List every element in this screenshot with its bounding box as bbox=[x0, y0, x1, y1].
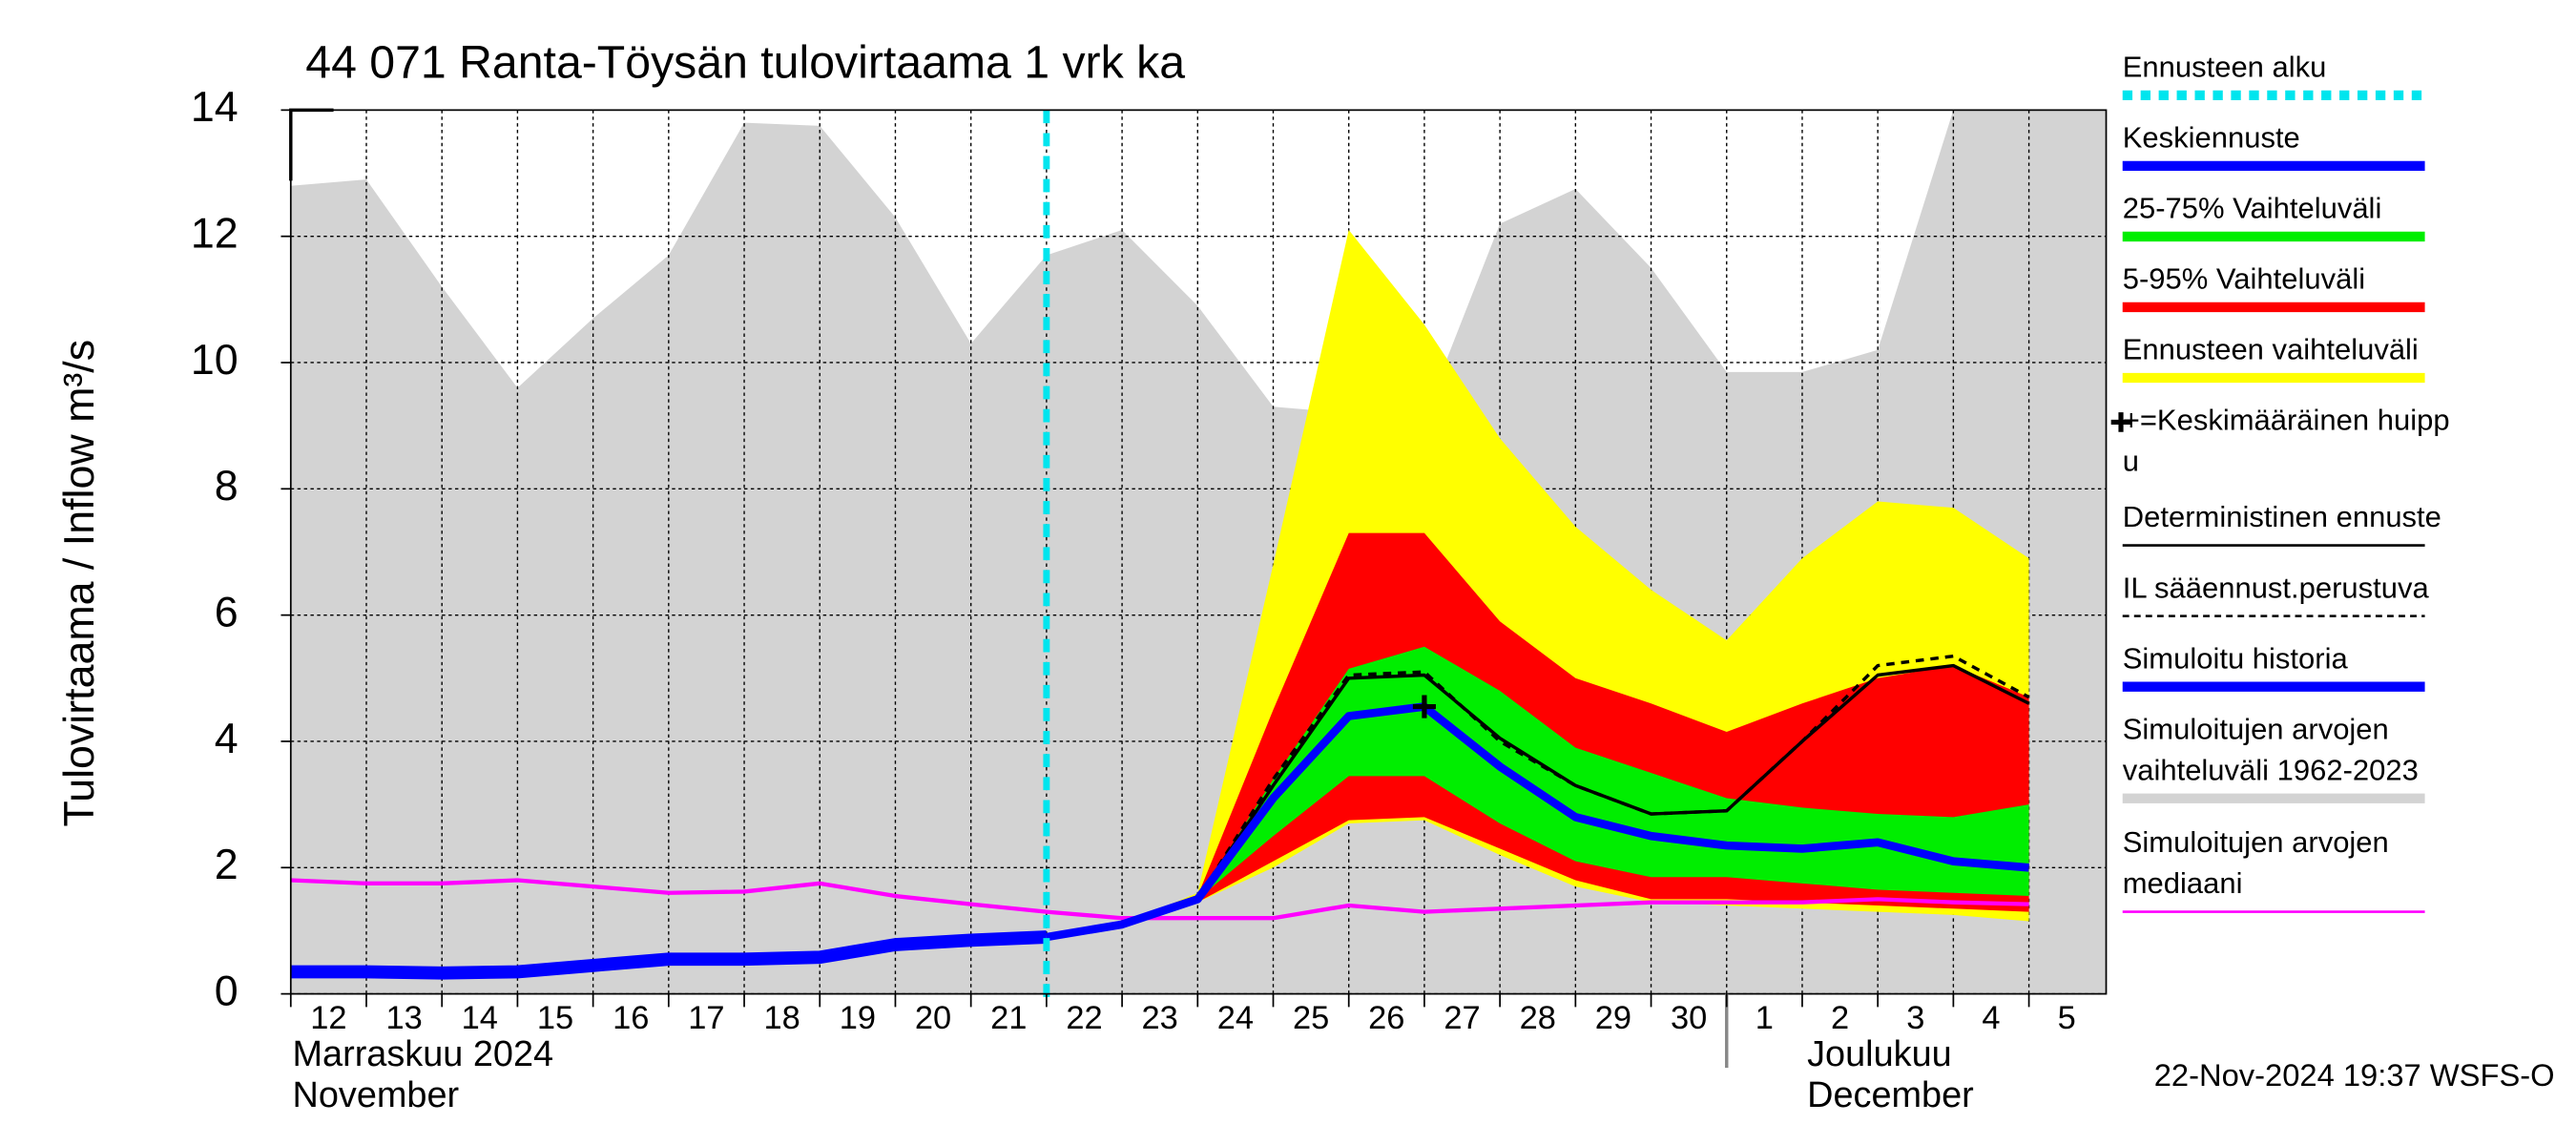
legend-label: Deterministinen ennuste bbox=[2123, 500, 2441, 533]
plot-area bbox=[290, 109, 2107, 995]
legend-label: +=Keskimääräinen huipp bbox=[2123, 404, 2450, 437]
month-label: December bbox=[1807, 1075, 1974, 1115]
legend-label: Keskiennuste bbox=[2123, 121, 2300, 155]
legend-label: vaihteluväli 1962-2023 bbox=[2123, 753, 2419, 786]
legend-label: u bbox=[2123, 445, 2139, 478]
y-tick-label: 8 bbox=[215, 462, 239, 510]
legend-label: Simuloitujen arvojen bbox=[2123, 825, 2389, 859]
x-tick-label: 18 bbox=[763, 1000, 800, 1036]
y-tick-label: 6 bbox=[215, 588, 239, 635]
series-line bbox=[290, 930, 1048, 980]
x-tick-label: 5 bbox=[2058, 1000, 2076, 1036]
legend-marker bbox=[2110, 412, 2131, 432]
x-tick-label: 26 bbox=[1368, 1000, 1404, 1036]
x-tick-label: 3 bbox=[1906, 1000, 1924, 1036]
y-tick-label: 12 bbox=[191, 210, 239, 258]
x-tick-label: 28 bbox=[1520, 1000, 1556, 1036]
y-axis-label: Tulovirtaama / Inflow m³/s bbox=[55, 340, 103, 827]
x-tick-label: 14 bbox=[462, 1000, 498, 1036]
x-tick-label: 20 bbox=[915, 1000, 951, 1036]
series-line bbox=[1121, 654, 2030, 926]
legend-label: Ennusteen alku bbox=[2123, 50, 2327, 83]
month-label: Joulukuu bbox=[1807, 1034, 1952, 1074]
x-tick-label: 12 bbox=[310, 1000, 346, 1036]
legend-label: Ennusteen vaihteluväli bbox=[2123, 333, 2419, 366]
y-tick-label: 4 bbox=[215, 715, 239, 762]
x-tick-label: 29 bbox=[1595, 1000, 1631, 1036]
x-tick-label: 15 bbox=[537, 1000, 573, 1036]
x-tick-label: 22 bbox=[1066, 1000, 1102, 1036]
x-tick-label: 30 bbox=[1671, 1000, 1707, 1036]
y-tick-label: 2 bbox=[215, 841, 239, 888]
legend-label: mediaani bbox=[2123, 866, 2243, 900]
x-tick-label: 2 bbox=[1831, 1000, 1849, 1036]
month-label: November bbox=[293, 1075, 460, 1115]
series-line bbox=[1121, 663, 2030, 926]
series-line bbox=[290, 878, 2029, 921]
x-tick-label: 27 bbox=[1444, 1000, 1480, 1036]
y-tick-label: 0 bbox=[215, 967, 239, 1014]
x-tick-label: 25 bbox=[1293, 1000, 1329, 1036]
x-tick-label: 4 bbox=[1982, 1000, 2000, 1036]
x-tick-label: 16 bbox=[613, 1000, 649, 1036]
legend-label: Simuloitu historia bbox=[2123, 641, 2349, 675]
peak-marker bbox=[1412, 695, 1436, 718]
month-label: Marraskuu 2024 bbox=[293, 1034, 554, 1074]
x-tick-label: 23 bbox=[1142, 1000, 1178, 1036]
legend-label: 25-75% Vaihteluväli bbox=[2123, 192, 2382, 225]
series-line bbox=[1046, 702, 2029, 942]
legend-label: Simuloitujen arvojen bbox=[2123, 712, 2389, 745]
x-tick-label: 21 bbox=[990, 1000, 1027, 1036]
chart-title: 44 071 Ranta-Töysän tulovirtaama 1 vrk k… bbox=[305, 37, 1185, 89]
x-tick-label: 17 bbox=[688, 1000, 724, 1036]
x-tick-label: 24 bbox=[1217, 1000, 1254, 1036]
legend-label: IL sääennust.perustuva bbox=[2123, 571, 2430, 604]
x-tick-label: 19 bbox=[840, 1000, 876, 1036]
legend-label: 5-95% Vaihteluväli bbox=[2123, 262, 2365, 296]
y-tick-label: 14 bbox=[191, 83, 239, 131]
footer: 22-Nov-2024 19:37 WSFS-O bbox=[2154, 1057, 2555, 1093]
x-tick-label: 13 bbox=[385, 1000, 422, 1036]
x-tick-label: 1 bbox=[1755, 1000, 1774, 1036]
y-tick-label: 10 bbox=[191, 336, 239, 384]
